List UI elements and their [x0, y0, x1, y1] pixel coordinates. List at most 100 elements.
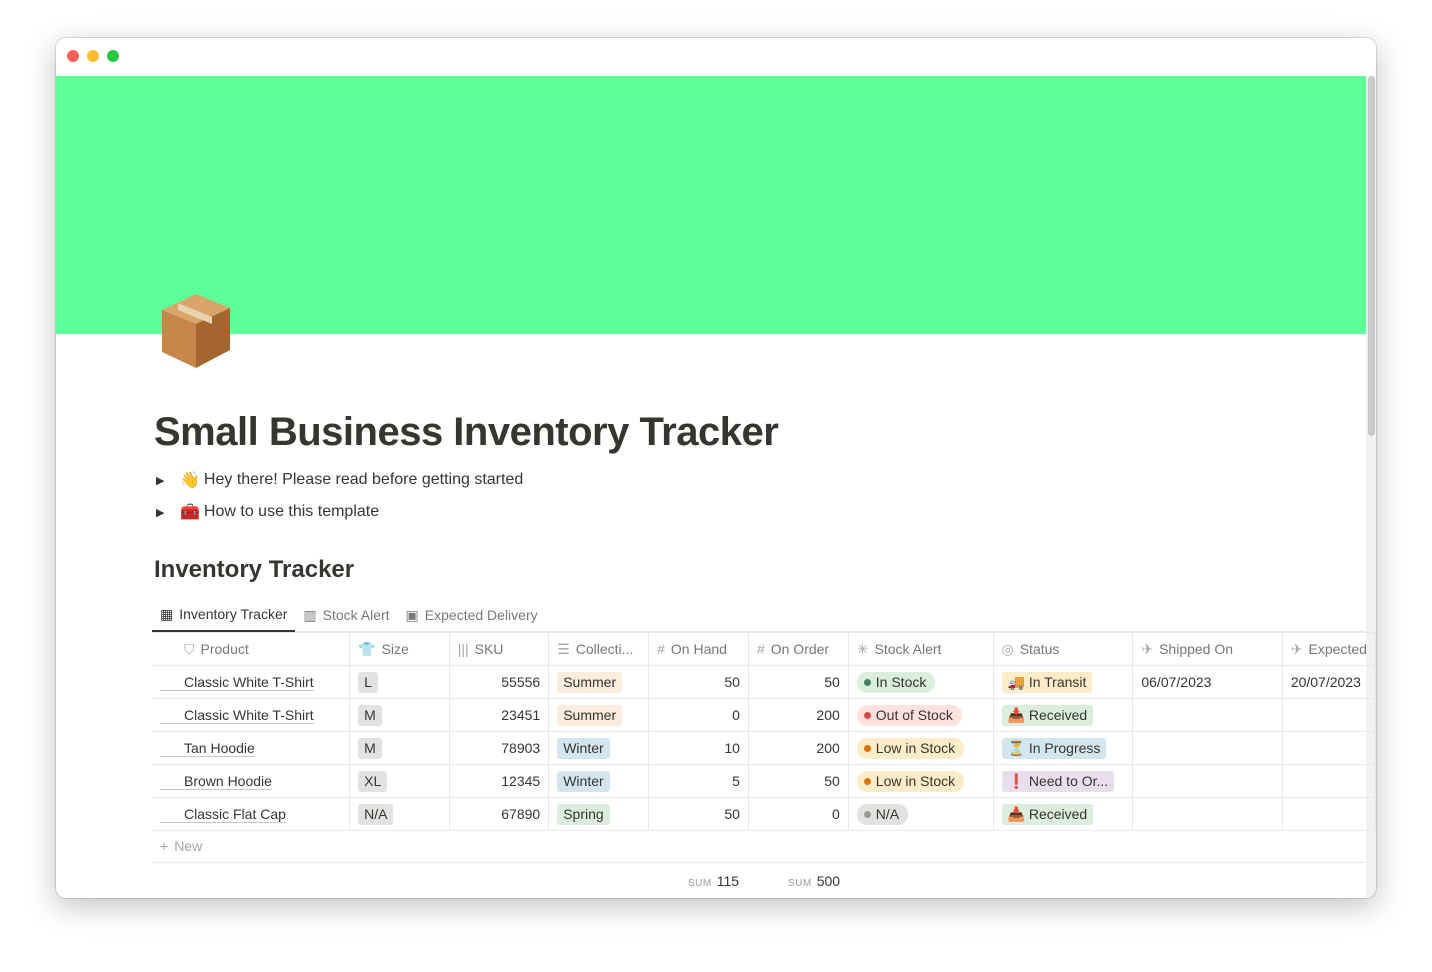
status-cell[interactable]: 📥 Received	[992, 797, 1134, 831]
minimize-button[interactable]	[87, 50, 99, 62]
shipped-on-cell[interactable]: 06/07/2023	[1132, 665, 1283, 699]
status-cell[interactable]: 🚚 In Transit	[992, 665, 1134, 699]
barcode-icon: |||	[457, 641, 469, 657]
column-header[interactable]: ||| SKU	[448, 632, 550, 666]
cover-banner[interactable]	[56, 76, 1366, 334]
collection-cell[interactable]: Spring	[548, 797, 650, 831]
tab-stock-alert[interactable]: ▥ Stock Alert	[295, 598, 397, 632]
collection-cell[interactable]: Winter	[548, 731, 650, 765]
on-order-cell[interactable]: 50	[747, 665, 849, 699]
status-emoji-icon: ⏳	[1007, 739, 1025, 756]
column-header[interactable]: 👕 Size	[349, 632, 450, 666]
column-header[interactable]: # On Order	[747, 632, 849, 666]
on-hand-cell[interactable]: 10	[648, 731, 749, 765]
collection-cell[interactable]: Summer	[548, 665, 650, 699]
status-cell[interactable]: ❗ Need to Or...	[992, 764, 1134, 798]
expected-cell[interactable]: 20/07/2023	[1281, 665, 1376, 699]
size-cell[interactable]: L	[349, 665, 450, 699]
column-header[interactable]: ☰ Collecti...	[548, 632, 650, 666]
on-order-cell[interactable]: 200	[747, 731, 849, 765]
expected-cell[interactable]	[1281, 731, 1376, 765]
collection-tag: Winter	[557, 737, 610, 759]
product-cell[interactable]: Classic Flat Cap	[152, 797, 351, 831]
column-header[interactable]: ✈ Expected	[1281, 632, 1376, 666]
sku-cell[interactable]: 78903	[448, 731, 550, 765]
stock-alert-cell[interactable]: N/A	[847, 797, 994, 831]
size-tag: M	[358, 704, 382, 726]
column-header[interactable]: ✳ Stock Alert	[847, 632, 994, 666]
toggle-triangle-icon[interactable]: ▶	[156, 474, 165, 487]
sum-value: 115	[716, 873, 740, 889]
tab-inventory-tracker[interactable]: ▦ Inventory Tracker	[152, 598, 296, 632]
stock-alert-label: Out of Stock	[875, 706, 953, 723]
shipped-on-cell[interactable]	[1132, 797, 1283, 831]
collection-tag: Summer	[557, 704, 623, 726]
zoom-button[interactable]	[107, 50, 119, 62]
shipped-on-cell[interactable]	[1132, 698, 1283, 732]
status-cell[interactable]: 📥 Received	[992, 698, 1134, 732]
status-cell[interactable]: ⏳ In Progress	[992, 731, 1134, 765]
expected-cell[interactable]	[1281, 797, 1376, 831]
sku-cell[interactable]: 67890	[448, 797, 550, 831]
table-row[interactable]: Classic Flat Cap N/A 67890 Spring 50 0 N…	[152, 797, 1376, 831]
shipped-on-cell[interactable]	[1132, 731, 1283, 765]
toggle-read-first[interactable]: ▶ 👋 Hey there! Please read before gettin…	[156, 470, 523, 490]
stock-alert-cell[interactable]: Out of Stock	[847, 698, 994, 732]
product-link[interactable]: Tan Hoodie	[160, 740, 255, 757]
column-label: Expected	[1308, 640, 1367, 657]
on-order-cell[interactable]: 50	[747, 764, 849, 798]
column-header[interactable]: # On Hand	[648, 632, 749, 666]
product-link[interactable]: Classic White T-Shirt	[160, 707, 314, 724]
column-header[interactable]: ✈ Shipped On	[1132, 632, 1283, 666]
product-link[interactable]: Classic White T-Shirt	[160, 674, 314, 691]
size-cell[interactable]: N/A	[349, 797, 450, 831]
toggle-triangle-icon[interactable]: ▶	[156, 506, 165, 519]
size-cell[interactable]: XL	[349, 764, 450, 798]
page-title: Small Business Inventory Tracker	[154, 410, 779, 454]
new-row-button[interactable]: + New	[152, 830, 1366, 863]
sku-cell[interactable]: 12345	[448, 764, 550, 798]
on-hand-cell[interactable]: 50	[648, 665, 749, 699]
collection-cell[interactable]: Summer	[548, 698, 650, 732]
product-link[interactable]: Classic Flat Cap	[160, 806, 286, 823]
table-row[interactable]: Brown Hoodie XL 12345 Winter 5 50 Low in…	[152, 764, 1376, 798]
product-link[interactable]: Brown Hoodie	[160, 773, 272, 790]
table-row[interactable]: Tan Hoodie M 78903 Winter 10 200 Low in …	[152, 731, 1376, 765]
on-hand-cell[interactable]: 5	[648, 764, 749, 798]
scrollbar-thumb[interactable]	[1368, 76, 1375, 436]
tab-expected-delivery[interactable]: ▣ Expected Delivery	[398, 598, 546, 632]
size-cell[interactable]: M	[349, 731, 450, 765]
stock-alert-cell[interactable]: Low in Stock	[847, 764, 994, 798]
scrollbar[interactable]	[1366, 76, 1376, 898]
expected-cell[interactable]	[1281, 698, 1376, 732]
product-cell[interactable]: Brown Hoodie	[152, 764, 351, 798]
stock-alert-cell[interactable]: Low in Stock	[847, 731, 994, 765]
on-hand-sum[interactable]: SUM 115	[688, 873, 739, 889]
product-cell[interactable]: Classic White T-Shirt	[152, 665, 351, 699]
product-cell[interactable]: Tan Hoodie	[152, 731, 351, 765]
column-header[interactable]: ◎ Status	[992, 632, 1134, 666]
size-cell[interactable]: M	[349, 698, 450, 732]
on-order-sum[interactable]: SUM 500	[788, 873, 840, 889]
sku-cell[interactable]: 23451	[448, 698, 550, 732]
expected-cell[interactable]	[1281, 764, 1376, 798]
table-row[interactable]: Classic White T-Shirt L 55556 Summer 50 …	[152, 665, 1376, 699]
on-order-cell[interactable]: 0	[747, 797, 849, 831]
stock-alert-cell[interactable]: In Stock	[847, 665, 994, 699]
shipped-on-cell[interactable]	[1132, 764, 1283, 798]
toggle-how-to-use[interactable]: ▶ 🧰 How to use this template	[156, 502, 379, 522]
size-tag: L	[358, 671, 378, 693]
status-label: Need to Or...	[1028, 772, 1109, 789]
product-cell[interactable]: Classic White T-Shirt	[152, 698, 351, 732]
sku-cell[interactable]: 55556	[448, 665, 550, 699]
column-header[interactable]: ⛉ Product	[152, 632, 351, 666]
package-icon[interactable]	[156, 290, 236, 370]
on-hand-cell[interactable]: 0	[648, 698, 749, 732]
toggle-label: How to use this template	[203, 503, 380, 520]
on-order-cell[interactable]: 200	[747, 698, 849, 732]
table-row[interactable]: Classic White T-Shirt M 23451 Summer 0 2…	[152, 698, 1376, 732]
collection-cell[interactable]: Winter	[548, 764, 650, 798]
on-hand-cell[interactable]: 50	[648, 797, 749, 831]
status-dot-icon	[863, 810, 871, 818]
close-button[interactable]	[67, 50, 79, 62]
